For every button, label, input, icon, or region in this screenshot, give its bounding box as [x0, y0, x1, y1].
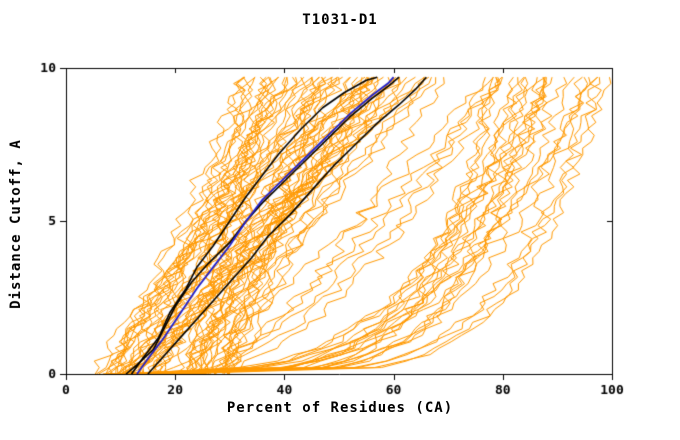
- y-axis-label-text: Distance Cutoff, A: [8, 139, 24, 309]
- chart-title: T1031-D1: [302, 12, 378, 28]
- x-axis-label: Percent of Residues (CA): [226, 400, 454, 416]
